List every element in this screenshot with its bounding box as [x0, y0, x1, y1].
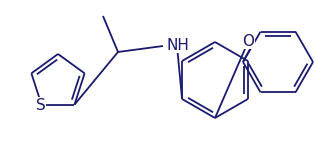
- Text: O: O: [242, 33, 254, 48]
- Text: NH: NH: [166, 38, 189, 53]
- Text: S: S: [36, 98, 45, 113]
